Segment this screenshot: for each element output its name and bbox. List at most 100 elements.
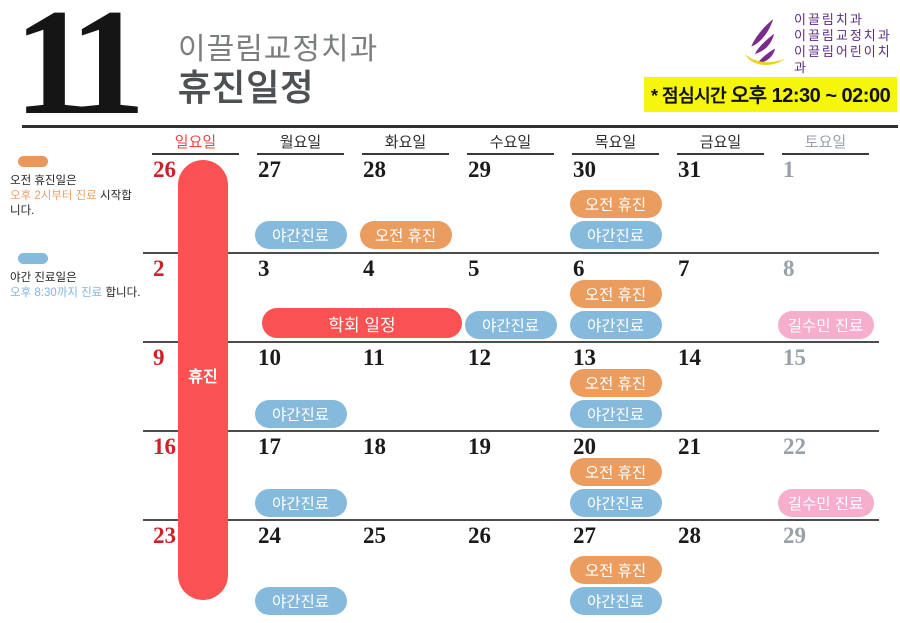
day-header-label: 목요일 xyxy=(594,134,637,151)
calendar-cell: 30 오전 휴진 야간진료 xyxy=(563,155,668,252)
sunday-closed-label: 휴진 xyxy=(188,369,218,386)
badge-stack: 길수민 진료 xyxy=(773,489,878,517)
day-header-label: 화요일 xyxy=(384,134,427,151)
day-header: 수요일 xyxy=(458,128,563,155)
date-number: 28 xyxy=(363,157,386,182)
badge-stack: 야간진료 xyxy=(248,221,353,249)
badge-stack: 야간진료 xyxy=(248,400,353,428)
clinic-name: 이끌림교정치과 xyxy=(178,33,379,66)
calendar-cell: 28 xyxy=(668,521,773,623)
date-number: 16 xyxy=(153,434,176,459)
badge-stack: 오전 휴진 야간진료 xyxy=(563,190,668,249)
calendar-cell: 29 xyxy=(773,521,878,623)
calendar-cell: 6 오전 휴진 야간진료 xyxy=(563,254,668,342)
legend-morning-line1: 오전 휴진일은 xyxy=(10,175,77,187)
date-number: 26 xyxy=(153,157,176,182)
week-row: 26 27 야간진료 28 오전 휴진 29 30 오전 휴진 야간진료 31 1 xyxy=(143,155,879,254)
badge-stack: 오전 휴진 야간진료 xyxy=(563,556,668,615)
day-header: 토요일 xyxy=(773,128,878,155)
night-care-badge: 야간진료 xyxy=(569,311,662,339)
day-header: 월요일 xyxy=(248,128,353,155)
date-number: 20 xyxy=(573,434,596,459)
date-number: 19 xyxy=(468,434,491,459)
calendar-cell: 26 xyxy=(458,521,563,623)
day-header-underline xyxy=(467,153,554,155)
morning-off-badge: 오전 휴진 xyxy=(569,190,662,218)
calendar-cell: 26 xyxy=(143,155,248,252)
calendar-cell: 16 xyxy=(143,432,248,520)
legend-night-line2: 오후 8:30까지 진료 합니다. xyxy=(10,286,142,301)
page-title: 휴진일정 xyxy=(178,67,315,108)
lunch-note-time: 오후 12:30 ~ 02:00 xyxy=(730,85,891,107)
logo-line: 이끌림어린이치과 xyxy=(794,44,892,75)
legend-night-highlight: 오후 8:30까지 진료 xyxy=(10,287,103,299)
logo-lines: 이끌림치과 이끌림교정치과 이끌림어린이치과 xyxy=(794,12,900,76)
date-number: 29 xyxy=(783,523,806,548)
day-header-label: 토요일 xyxy=(804,134,847,151)
week-rows: 26 27 야간진료 28 오전 휴진 29 30 오전 휴진 야간진료 31 1 2 3 4 5 야간진료 6… xyxy=(143,155,879,623)
legend-morning-highlight: 오후 2시부터 진료 xyxy=(10,190,97,202)
date-number: 27 xyxy=(573,523,596,548)
legend-night-rest: 합니다. xyxy=(102,287,141,299)
date-number: 15 xyxy=(783,345,806,370)
clinic-logo: 이끌림치과 이끌림교정치과 이끌림어린이치과 xyxy=(742,12,900,76)
date-number: 3 xyxy=(258,256,270,281)
date-number: 17 xyxy=(258,434,281,459)
day-header-underline xyxy=(257,153,344,155)
calendar-cell: 23 xyxy=(143,521,248,623)
date-number: 1 xyxy=(783,157,795,182)
morning-off-badge: 오전 휴진 xyxy=(569,369,662,397)
badge-stack: 오전 휴진 야간진료 xyxy=(563,369,668,428)
calendar-cell: 14 xyxy=(668,343,773,431)
header-rule xyxy=(22,125,898,128)
calendar-cell: 21 xyxy=(668,432,773,520)
badge-stack: 야간진료 xyxy=(458,311,563,339)
week-row: 16 17 야간진료 18 19 20 오전 휴진 야간진료 21 22 길수민 진료 xyxy=(143,432,879,521)
date-number: 8 xyxy=(783,256,795,281)
calendar-cell: 10 야간진료 xyxy=(248,343,353,431)
date-number: 6 xyxy=(573,256,585,281)
logo-bird-icon xyxy=(742,17,788,72)
morning-off-badge: 오전 휴진 xyxy=(359,221,452,249)
sunday-closed-banner: 휴진 xyxy=(178,160,228,600)
night-care-badge: 야간진료 xyxy=(254,400,347,428)
badge-stack: 오전 휴진 야간진료 xyxy=(563,458,668,517)
date-number: 21 xyxy=(678,434,701,459)
date-number: 12 xyxy=(468,345,491,370)
logo-line: 이끌림교정치과 xyxy=(794,28,892,43)
date-number: 9 xyxy=(153,345,165,370)
calendar-cell: 11 xyxy=(353,343,458,431)
day-header-label: 수요일 xyxy=(489,134,532,151)
day-header-row: 일요일 월요일 화요일 수요일 목요일 금요일 토요일 xyxy=(143,128,879,155)
calendar-cell: 2 xyxy=(143,254,248,342)
night-care-badge: 야간진료 xyxy=(464,311,557,339)
date-number: 5 xyxy=(468,256,480,281)
day-header-underline xyxy=(362,153,449,155)
date-number: 13 xyxy=(573,345,596,370)
date-number: 22 xyxy=(783,434,806,459)
date-number: 24 xyxy=(258,523,281,548)
day-header-label: 월요일 xyxy=(279,134,322,151)
calendar-cell: 7 xyxy=(668,254,773,342)
date-number: 2 xyxy=(153,256,165,281)
day-header: 화요일 xyxy=(353,128,458,155)
guest-doctor-badge: 길수민 진료 xyxy=(777,311,874,339)
morning-off-badge: 오전 휴진 xyxy=(569,458,662,486)
day-header-underline xyxy=(782,153,869,155)
legend-morning-off: 오전 휴진일은 오후 2시부터 진료 시작합니다. xyxy=(10,156,142,219)
date-number: 29 xyxy=(468,157,491,182)
legend-night-line1: 야간 진료일은 xyxy=(10,272,77,284)
calendar-cell: 24 야간진료 xyxy=(248,521,353,623)
badge-stack: 야간진료 xyxy=(248,587,353,615)
calendar-cell: 5 야간진료 xyxy=(458,254,563,342)
badge-stack: 오전 휴진 야간진료 xyxy=(563,280,668,339)
day-header: 목요일 xyxy=(563,128,668,155)
calendar-cell: 12 xyxy=(458,343,563,431)
event-span-badge: 학회 일정 xyxy=(262,308,462,338)
date-number: 28 xyxy=(678,523,701,548)
day-header: 일요일 xyxy=(143,128,248,155)
date-number: 27 xyxy=(258,157,281,182)
calendar-cell: 31 xyxy=(668,155,773,252)
morning-off-badge: 오전 휴진 xyxy=(569,556,662,584)
lunch-time-note: * 점심시간 오후 12:30 ~ 02:00 xyxy=(644,77,898,112)
